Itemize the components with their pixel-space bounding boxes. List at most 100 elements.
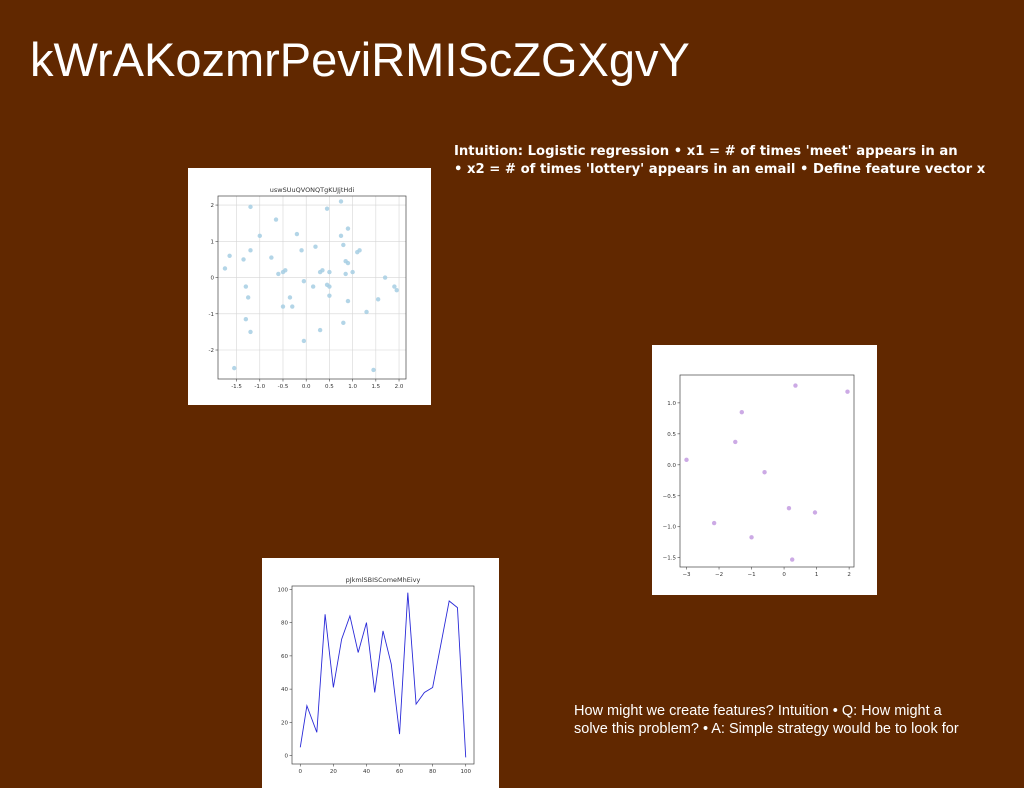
x-tick-label: 0.5 bbox=[325, 384, 334, 390]
x-tick-label: -0.5 bbox=[278, 384, 289, 390]
features-text-block: How might we create features? Intuition … bbox=[574, 703, 1024, 738]
data-point bbox=[310, 284, 316, 289]
data-point bbox=[290, 304, 295, 309]
line-chart: pJkmlSBISComeMhEivy 0 20 40 60 80 100 0 20 40 60 80… bbox=[278, 576, 475, 775]
data-point bbox=[733, 439, 738, 445]
data-point bbox=[248, 204, 253, 210]
data-point bbox=[280, 304, 286, 309]
data-point bbox=[280, 269, 286, 275]
x-tick-label: -1.5 bbox=[231, 384, 242, 390]
x-tick-label: −1 bbox=[747, 572, 755, 578]
x-tick-label: 100 bbox=[460, 769, 471, 775]
features-line-2: solve this problem? • A: Simple strategy… bbox=[574, 720, 959, 737]
y-tick-label: 1 bbox=[211, 239, 215, 245]
data-point bbox=[269, 255, 274, 260]
y-tick-label: 1.0 bbox=[667, 401, 676, 407]
data-point bbox=[276, 271, 281, 277]
x-tick-label: 1.0 bbox=[348, 384, 357, 390]
data-point bbox=[739, 409, 744, 415]
x-tick-label: 1 bbox=[815, 572, 819, 578]
intuition-line-1: Intuition: Logistic regression • x1 = # … bbox=[454, 144, 958, 159]
data-point bbox=[227, 253, 232, 258]
line-chart-panel: pJkmlSBISComeMhEivy 0 20 40 60 80 100 0 20 40 60 80… bbox=[262, 558, 499, 788]
intuition-line-2: • x2 = # of times 'lottery' appears in a… bbox=[454, 162, 986, 177]
x-tick-label: −3 bbox=[682, 572, 691, 578]
chart-title: pJkmlSBISComeMhEivy bbox=[346, 576, 421, 584]
data-point bbox=[317, 327, 323, 333]
data-point bbox=[786, 505, 792, 511]
data-point bbox=[392, 284, 397, 289]
plot-frame bbox=[217, 195, 407, 380]
data-point bbox=[345, 298, 351, 304]
chart-title: uswSUuQVONQTgKUJjtHdi bbox=[270, 186, 355, 194]
y-tick-label: 0 bbox=[211, 276, 215, 282]
x-tick-label: -1.0 bbox=[254, 384, 265, 390]
features-line-1: How might we create features? Intuition … bbox=[574, 703, 942, 719]
data-point bbox=[287, 295, 293, 300]
data-point bbox=[320, 268, 325, 273]
data-point bbox=[762, 470, 767, 475]
plot-frame bbox=[679, 374, 855, 568]
y-tick-label: 20 bbox=[281, 720, 288, 726]
data-point bbox=[711, 520, 717, 526]
data-point bbox=[301, 338, 307, 344]
data-point bbox=[684, 457, 689, 463]
data-point bbox=[313, 244, 318, 249]
data-point bbox=[241, 257, 246, 262]
data-point bbox=[248, 329, 253, 335]
data-point bbox=[364, 309, 369, 315]
y-tick-label: 0.5 bbox=[667, 432, 676, 438]
data-point bbox=[812, 510, 818, 515]
data-point bbox=[327, 293, 332, 298]
scatter-chart-panel-1: uswSUuQVONQTgKUJjtHdi -1.5 -1.0 -0.5 0.0 0.5 1… bbox=[188, 168, 431, 405]
y-tick-label: -2 bbox=[209, 348, 214, 354]
intuition-text-block: Intuition: Logistic regression • x1 = # … bbox=[454, 143, 1024, 179]
y-tick-label: 0 bbox=[285, 754, 289, 760]
data-point bbox=[327, 269, 332, 275]
data-point bbox=[845, 389, 850, 394]
data-point bbox=[793, 383, 798, 388]
plot-frame bbox=[291, 585, 475, 765]
data-point bbox=[257, 233, 262, 239]
x-tick-label: 0 bbox=[782, 572, 786, 578]
data-point bbox=[357, 248, 362, 253]
data-point bbox=[341, 320, 346, 326]
data-point bbox=[243, 284, 249, 289]
y-tick-label: 100 bbox=[278, 587, 289, 593]
series-line bbox=[299, 592, 467, 758]
y-tick-label: 80 bbox=[281, 621, 288, 627]
scatter-chart-panel-2: −3 −2 −1 0 1 2 −1.5 −1.0 −0.5 0.0 0.5 1.0 bbox=[652, 345, 877, 595]
x-tick-label: 0 bbox=[299, 769, 303, 775]
data-point bbox=[341, 242, 346, 248]
data-point bbox=[338, 233, 344, 239]
data-point bbox=[273, 217, 279, 222]
data-point bbox=[350, 269, 355, 275]
data-point bbox=[749, 535, 754, 540]
x-tick-label: −2 bbox=[715, 572, 723, 578]
y-tick-label: 0.0 bbox=[667, 463, 676, 469]
data-point bbox=[232, 365, 237, 371]
y-tick-label: −1.0 bbox=[663, 525, 677, 531]
y-tick-label: 60 bbox=[281, 654, 288, 660]
scatter-chart-1: uswSUuQVONQTgKUJjtHdi -1.5 -1.0 -0.5 0.0 0.5 1… bbox=[209, 186, 407, 390]
x-tick-label: 0.0 bbox=[302, 384, 311, 390]
data-point bbox=[222, 266, 228, 271]
x-tick-label: 20 bbox=[330, 769, 337, 775]
slide-title: kWrAKozmrPeviRMIScZGXgvY bbox=[30, 33, 690, 86]
data-point bbox=[243, 317, 249, 322]
x-tick-label: 2 bbox=[847, 572, 851, 578]
data-point bbox=[294, 231, 300, 237]
y-tick-label: −0.5 bbox=[663, 494, 677, 500]
data-point bbox=[248, 248, 253, 253]
x-tick-label: 1.5 bbox=[371, 384, 380, 390]
data-point bbox=[301, 278, 307, 284]
data-point bbox=[327, 284, 332, 289]
data-point bbox=[343, 271, 348, 277]
data-point bbox=[382, 275, 388, 280]
y-tick-label: −1.5 bbox=[663, 556, 677, 562]
y-tick-label: 2 bbox=[211, 203, 215, 209]
data-point bbox=[375, 297, 381, 302]
data-point bbox=[324, 206, 330, 211]
x-tick-label: 60 bbox=[396, 769, 403, 775]
x-tick-label: 40 bbox=[363, 769, 370, 775]
